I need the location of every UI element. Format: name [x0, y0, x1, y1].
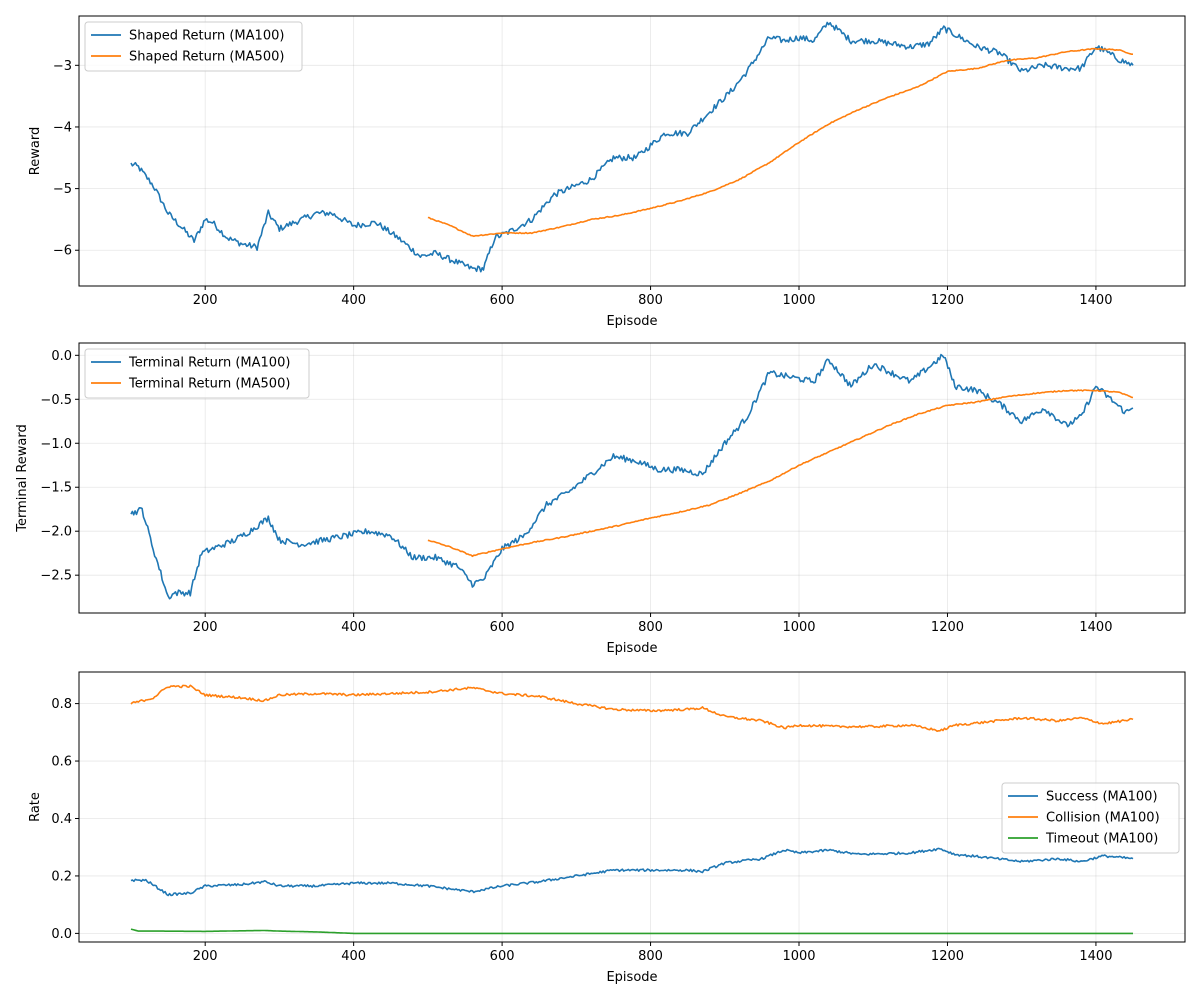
y-tick-label: −5	[53, 182, 72, 197]
x-tick-label: 800	[638, 293, 663, 308]
x-tick-label: 1200	[931, 293, 964, 308]
series-line-2-2	[427, 389, 1134, 558]
legend-entry: Terminal Return (MA500)	[128, 377, 290, 392]
x-tick-label: 200	[193, 949, 218, 964]
legend-entry: Shaped Return (MA100)	[129, 29, 284, 44]
y-tick-label: 0.0	[51, 927, 72, 942]
y-tick-label: −1.5	[40, 481, 72, 496]
legend-box	[84, 21, 303, 72]
chart-panel-1: 200 400 600 800 1000 1200 1400 −6 −5 −4 −3 Episode R…	[28, 15, 1186, 329]
x-axis-label: Episode	[606, 314, 657, 329]
plot-frame	[78, 671, 1186, 943]
x-tick-label: 600	[490, 620, 515, 635]
x-tick-label: 600	[490, 949, 515, 964]
legend-entry: Shaped Return (MA500)	[129, 50, 284, 65]
x-tick-label: 1000	[782, 293, 815, 308]
y-tick-label: −0.5	[40, 393, 72, 408]
y-tick-label: 0.8	[51, 697, 72, 712]
legend-box	[1001, 782, 1180, 854]
x-tick-label: 400	[341, 293, 366, 308]
y-tick-label: 0.2	[51, 869, 72, 884]
series-line-1-2	[427, 47, 1133, 238]
legend: Shaped Return (MA100) Shaped Return (MA50…	[84, 21, 303, 72]
y-axis-label: Reward	[28, 127, 43, 175]
y-tick-label: −1.0	[40, 437, 72, 452]
x-tick-label: 1200	[931, 620, 964, 635]
x-tick-label: 200	[193, 620, 218, 635]
x-tick-label: 1400	[1079, 293, 1112, 308]
x-tick-label: 1000	[782, 949, 815, 964]
x-tick-label: 400	[341, 949, 366, 964]
y-tick-label: 0.6	[51, 755, 72, 770]
y-tick-label: −6	[53, 244, 72, 259]
x-tick-label: 200	[193, 293, 218, 308]
series-line-3-2	[130, 684, 1134, 732]
plot-frame	[78, 342, 1186, 614]
x-tick-label: 800	[638, 949, 663, 964]
x-tick-label: 1000	[782, 620, 815, 635]
y-tick-label: −2.0	[40, 525, 72, 540]
legend-entry: Collision (MA100)	[1046, 811, 1160, 826]
legend: Terminal Return (MA100) Terminal Return (…	[84, 348, 310, 399]
y-tick-label: −4	[53, 120, 72, 135]
x-tick-label: 1200	[931, 949, 964, 964]
series-line-1-1	[130, 21, 1134, 273]
x-tick-label: 1400	[1079, 620, 1112, 635]
y-tick-label: 0.4	[51, 812, 72, 827]
legend-entry: Success (MA100)	[1046, 790, 1158, 805]
legend-entry: Terminal Return (MA100)	[128, 356, 290, 371]
y-axis-label: Terminal Reward	[15, 424, 30, 533]
x-axis-label: Episode	[606, 641, 657, 656]
y-tick-label: −3	[53, 59, 72, 74]
y-tick-label: −2.5	[40, 569, 72, 584]
legend-box	[84, 348, 310, 399]
legend-entry: Timeout (MA100)	[1045, 832, 1158, 847]
series-line-3-3	[130, 928, 1133, 935]
y-axis-label: Rate	[28, 792, 43, 822]
series-line-3-1	[130, 847, 1134, 897]
x-tick-label: 600	[490, 293, 515, 308]
x-axis-label: Episode	[606, 970, 657, 985]
series-line-2-1	[130, 353, 1134, 600]
legend: Success (MA100) Collision (MA100) Timeout …	[1001, 782, 1180, 854]
x-tick-label: 800	[638, 620, 663, 635]
x-tick-label: 1400	[1079, 949, 1112, 964]
x-tick-label: 400	[341, 620, 366, 635]
chart-panel-2: 200 400 600 800 1000 1200 1400 −2.5 −2.0 −1.5 −1.0…	[15, 342, 1186, 656]
y-tick-label: 0.0	[51, 349, 72, 364]
chart-panel-3: 200 400 600 800 1000 1200 1400 0.0 0.2 0.4 0.6 0.8 E…	[28, 671, 1186, 985]
plot-frame	[78, 15, 1186, 287]
